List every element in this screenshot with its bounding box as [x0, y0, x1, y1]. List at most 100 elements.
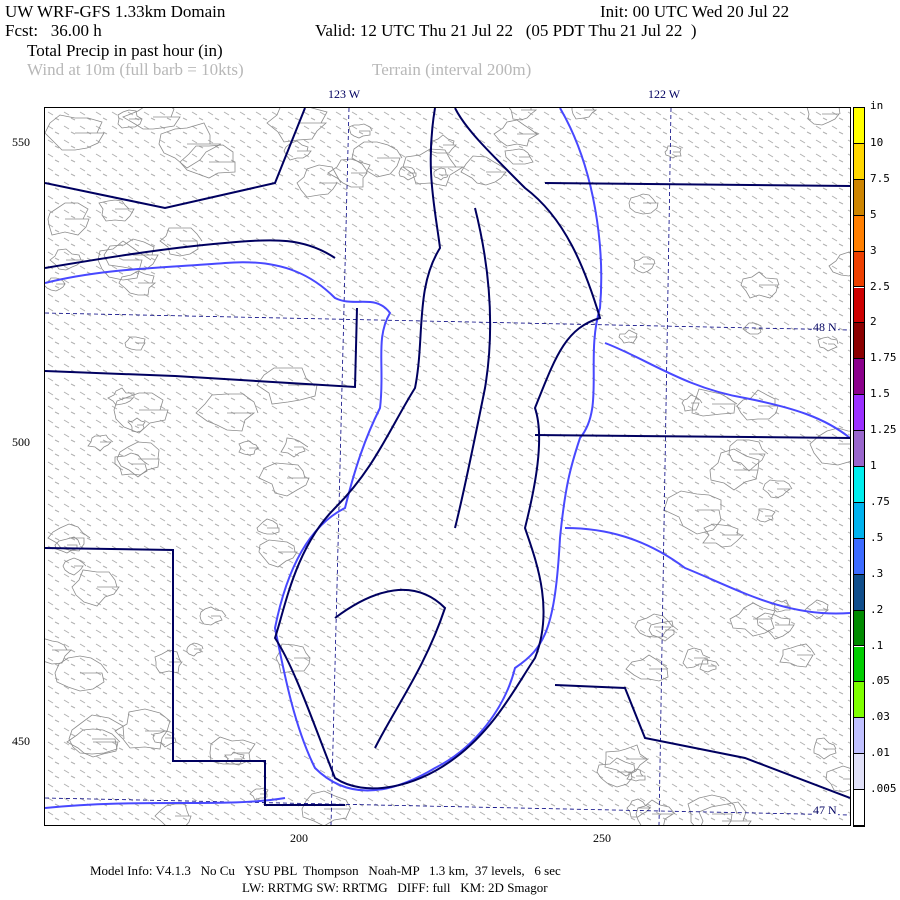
colorbar-swatch — [854, 538, 864, 575]
terrain-contour — [258, 539, 298, 568]
terrain-contour — [158, 122, 222, 169]
terrain-contour — [275, 643, 311, 674]
wind-overlay-title: Wind at 10m (full barb = 10kts) — [27, 60, 244, 79]
model-info: Model Info: V4.1.3 No Cu YSU PBL Thompso… — [90, 863, 561, 878]
terrain-contour — [118, 270, 157, 296]
boundary-sw — [44, 547, 345, 806]
colorbar-label: 3 — [870, 243, 877, 257]
colorbar-swatch — [854, 251, 864, 288]
terrain-contour — [779, 643, 816, 668]
terrain-contour — [493, 119, 540, 147]
terrain-contour — [618, 329, 638, 344]
colorbar-label: .05 — [870, 674, 890, 688]
y-tick-550: 550 — [12, 135, 30, 149]
river-east-2 — [604, 342, 851, 439]
colorbar-swatch — [854, 359, 864, 396]
terrain-contour — [266, 102, 328, 143]
terrain-contour — [756, 508, 776, 523]
boundary-se — [554, 684, 851, 799]
terrain-contour — [301, 790, 352, 827]
terrain-contour — [635, 799, 676, 829]
colorbar-label: .01 — [870, 746, 890, 760]
meridian-123w — [330, 107, 350, 826]
terrain-contour — [71, 569, 120, 607]
terrain-contour — [154, 803, 192, 829]
terrain-contour — [258, 462, 310, 497]
terrain-contour — [709, 448, 760, 491]
colorbar-swatch — [854, 610, 864, 647]
terrain-contour — [199, 606, 227, 626]
colorbar-label: .1 — [870, 638, 884, 652]
terrain-contour — [728, 439, 769, 472]
terrain-contour — [152, 730, 177, 748]
terrain-contour — [103, 238, 159, 271]
terrain-contour — [699, 659, 720, 673]
y-tick-500: 500 — [12, 435, 30, 449]
map-svg — [35, 99, 867, 841]
rivers — [44, 107, 851, 809]
meridian-122w — [658, 107, 672, 826]
map-panel — [35, 99, 867, 841]
terrain-contour — [402, 148, 465, 187]
colorbar-swatch — [854, 467, 864, 503]
boundary-ne — [544, 182, 851, 187]
colorbar-swatch — [854, 574, 864, 611]
terrain-contour — [283, 140, 312, 161]
colorbar-swatch — [854, 179, 864, 216]
terrain-contour — [691, 388, 738, 417]
river-main — [44, 107, 603, 792]
terrain-contour — [596, 757, 636, 788]
terrain-contour — [195, 393, 259, 432]
boundary-w — [44, 307, 358, 389]
terrain-contour — [681, 394, 703, 412]
forecast-hour: Fcst: 36.00 h — [5, 21, 102, 40]
colorbar-label: .2 — [870, 602, 884, 616]
colorbar-swatch — [854, 395, 864, 432]
lat-label-47n: 47 N — [812, 803, 838, 817]
terrain-contour — [66, 728, 121, 758]
terrain-contour — [433, 167, 449, 181]
colorbar — [853, 107, 865, 827]
terrain-contour — [682, 647, 711, 669]
colorbar-swatch — [854, 143, 864, 180]
colorbar-label: .75 — [870, 494, 890, 508]
colorbar-unit: in — [870, 99, 884, 112]
terrain-contour — [296, 164, 342, 198]
boundary-nw — [44, 107, 306, 210]
terrain-contour — [47, 202, 90, 236]
terrain-contour — [604, 744, 650, 777]
terrain-contour — [114, 708, 171, 750]
boundary-e — [534, 434, 851, 439]
terrain-contour — [663, 490, 722, 535]
terrain-contour — [249, 787, 269, 801]
terrain-contour — [633, 256, 656, 274]
terrain-contour — [817, 336, 839, 352]
terrain-contour — [348, 123, 373, 139]
terrain-contour — [98, 199, 135, 222]
terrain-contour — [648, 620, 679, 642]
terrain-contour — [87, 434, 114, 452]
colorbar-label: 1.75 — [870, 351, 897, 365]
terrain-contour — [740, 271, 780, 299]
x-tick-250: 250 — [593, 831, 611, 845]
terrain-contour — [280, 437, 309, 458]
colorbar-swatch — [854, 287, 864, 324]
lat-label-48n: 48 N — [812, 320, 838, 334]
terrain-contour — [238, 440, 260, 456]
colorbar-label: 1.5 — [870, 387, 890, 401]
field-title: Total Precip in past hour (in) — [27, 41, 223, 60]
lon-label-122w: 122 W — [648, 87, 681, 101]
terrain-contour — [68, 714, 125, 755]
terrain-contour — [634, 613, 674, 638]
parallel-48n — [44, 312, 851, 331]
lon-label-123w: 123 W — [328, 87, 361, 101]
terrain-contour — [813, 737, 837, 760]
colorbar-swatch — [854, 502, 864, 539]
colorbar-label: 5 — [870, 207, 877, 221]
terrain-contour — [186, 642, 204, 657]
colorbar-swatch — [854, 646, 864, 683]
terrain-contour — [62, 557, 87, 576]
terrain-contour — [116, 441, 160, 478]
colorbar-label: 2 — [870, 315, 877, 329]
colorbar-label: .03 — [870, 710, 890, 724]
